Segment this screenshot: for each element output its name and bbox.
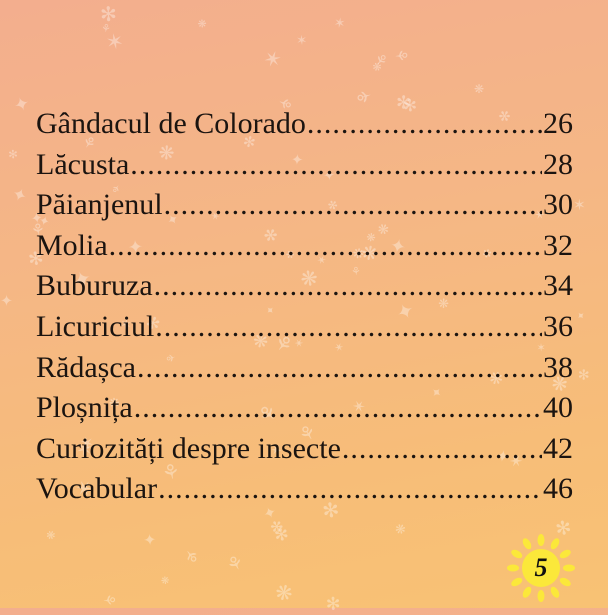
sun-ray [511, 549, 523, 559]
dot-leader [342, 432, 542, 466]
insect-silhouette-icon: ✻ [322, 592, 347, 615]
toc-entry-page: 38 [543, 350, 573, 384]
insect-silhouette-icon: ⚘ [178, 541, 204, 568]
toc-entry-title: Gândacul de Colorado [36, 107, 306, 140]
sun-ray [537, 590, 545, 602]
toc-entry-page: 32 [543, 228, 573, 262]
toc-entry[interactable]: Ploșnița 40 [36, 391, 573, 432]
toc-entry-title: Ploșnița [36, 391, 133, 425]
toc-entry-page: 46 [543, 472, 573, 506]
toc-entry-page: 40 [543, 391, 573, 425]
sun-ray [559, 577, 571, 587]
dot-leader [109, 229, 542, 263]
dot-leader [137, 351, 542, 385]
insect-silhouette-icon: ✶ [328, 12, 349, 32]
insect-silhouette-icon: ✻ [4, 146, 22, 162]
toc-entry[interactable]: Gândacul de Colorado 26 [36, 107, 573, 148]
toc-entry[interactable]: Buburuza 34 [36, 269, 573, 310]
toc-entry-title: Licuriciul [36, 309, 155, 343]
toc-entry[interactable]: Curiozități despre insecte 42 [36, 432, 573, 473]
sun-ray [522, 586, 532, 598]
toc-entry-page: 28 [543, 147, 573, 181]
toc-entry-title: Molia [36, 228, 108, 262]
sun-ray [537, 534, 545, 546]
sun-ray [550, 586, 560, 598]
dot-leader [158, 472, 542, 506]
insect-silhouette-icon: ⚘ [391, 47, 412, 64]
insect-silhouette-icon: ✦ [8, 183, 30, 208]
insect-silhouette-icon: ✦ [139, 532, 160, 548]
insect-silhouette-icon: ✦ [9, 92, 35, 114]
toc-entry-page: 42 [543, 431, 573, 465]
toc-entry-title: Rădașca [36, 350, 136, 384]
sun-ray [507, 564, 519, 572]
table-of-contents: Gândacul de Colorado 26 Lăcusta 28 Păianje… [36, 107, 573, 513]
dot-leader [164, 188, 542, 222]
insect-silhouette-icon: ✶ [572, 194, 587, 214]
toc-entry[interactable]: Licuriciul 36 [36, 310, 573, 351]
insect-silhouette-icon: ❋ [474, 81, 485, 97]
dot-leader [154, 269, 542, 303]
sun-ray [511, 577, 523, 587]
insect-silhouette-icon: ✻ [99, 1, 118, 27]
toc-entry-title: Păianjenul [36, 188, 163, 222]
page-number: 5 [534, 553, 548, 582]
sun-ray [550, 538, 560, 550]
toc-entry[interactable]: Vocabular 46 [36, 472, 573, 513]
toc-entry-page: 26 [543, 107, 573, 140]
insect-silhouette-icon: ⚘ [99, 592, 119, 609]
toc-entry-title: Curiozități despre insecte [36, 431, 341, 465]
toc-entry-title: Vocabular [36, 472, 158, 506]
toc-entry[interactable]: Molia 32 [36, 229, 573, 270]
sun-ray [559, 549, 571, 559]
dot-leader [134, 391, 542, 425]
toc-entry-page: 36 [543, 309, 573, 343]
dot-leader [155, 310, 542, 344]
insect-silhouette-icon: ❋ [196, 18, 210, 28]
insect-silhouette-icon: ❋ [157, 572, 172, 587]
toc-entry-page: 34 [543, 269, 573, 303]
toc-entry[interactable]: Lăcusta 28 [36, 148, 573, 189]
toc-entry-page: 30 [543, 188, 573, 222]
sun-icon [507, 534, 575, 602]
toc-entry-title: Buburuza [36, 269, 153, 303]
toc-entry[interactable]: Păianjenul 30 [36, 188, 573, 229]
insect-silhouette-icon: ✦ [0, 292, 14, 311]
insect-silhouette-icon: ✶ [260, 42, 287, 73]
toc-entry-title: Lăcusta [36, 147, 130, 181]
insect-silhouette-icon: ✶ [295, 30, 309, 47]
insect-silhouette-icon: ❋ [270, 577, 298, 607]
insect-silhouette-icon: ✻ [572, 364, 593, 383]
insect-silhouette-icon: ✦ [572, 307, 588, 323]
sun-ray [563, 564, 575, 572]
sun-ray [522, 538, 532, 550]
insect-silhouette-icon: ❋ [43, 527, 58, 543]
dot-leader [307, 107, 542, 141]
insect-silhouette-icon: ⚘ [222, 550, 248, 579]
insect-silhouette-icon: ❋ [392, 520, 411, 538]
toc-entry[interactable]: Rădașca 38 [36, 351, 573, 392]
insect-silhouette-icon: ⚘ [353, 85, 378, 108]
dot-leader [130, 148, 542, 182]
